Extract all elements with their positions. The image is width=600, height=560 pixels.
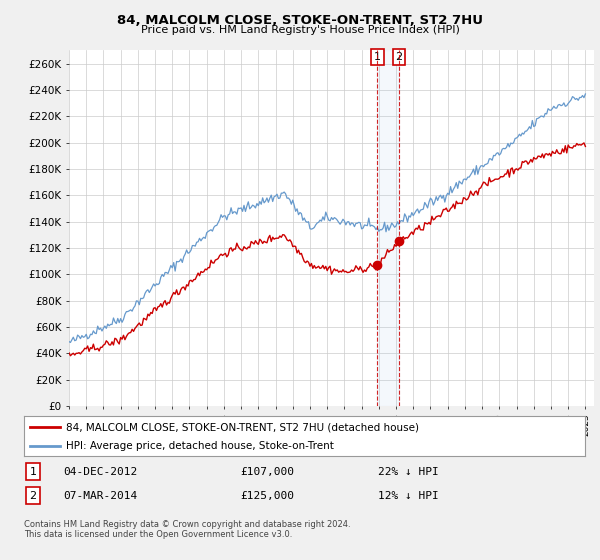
Text: Contains HM Land Registry data © Crown copyright and database right 2024.
This d: Contains HM Land Registry data © Crown c… (24, 520, 350, 539)
Text: 12% ↓ HPI: 12% ↓ HPI (378, 491, 439, 501)
Text: 22% ↓ HPI: 22% ↓ HPI (378, 466, 439, 477)
Text: 84, MALCOLM CLOSE, STOKE-ON-TRENT, ST2 7HU (detached house): 84, MALCOLM CLOSE, STOKE-ON-TRENT, ST2 7… (66, 422, 419, 432)
Text: Price paid vs. HM Land Registry's House Price Index (HPI): Price paid vs. HM Land Registry's House … (140, 25, 460, 35)
Bar (377, 50, 399, 406)
Text: 07-MAR-2014: 07-MAR-2014 (63, 491, 137, 501)
Text: 1: 1 (374, 52, 381, 62)
Text: £107,000: £107,000 (240, 466, 294, 477)
Text: 1: 1 (29, 466, 37, 477)
Text: HPI: Average price, detached house, Stoke-on-Trent: HPI: Average price, detached house, Stok… (66, 441, 334, 451)
Text: £125,000: £125,000 (240, 491, 294, 501)
Text: 2: 2 (29, 491, 37, 501)
Text: 2: 2 (395, 52, 403, 62)
Text: 84, MALCOLM CLOSE, STOKE-ON-TRENT, ST2 7HU: 84, MALCOLM CLOSE, STOKE-ON-TRENT, ST2 7… (117, 14, 483, 27)
Text: 04-DEC-2012: 04-DEC-2012 (63, 466, 137, 477)
